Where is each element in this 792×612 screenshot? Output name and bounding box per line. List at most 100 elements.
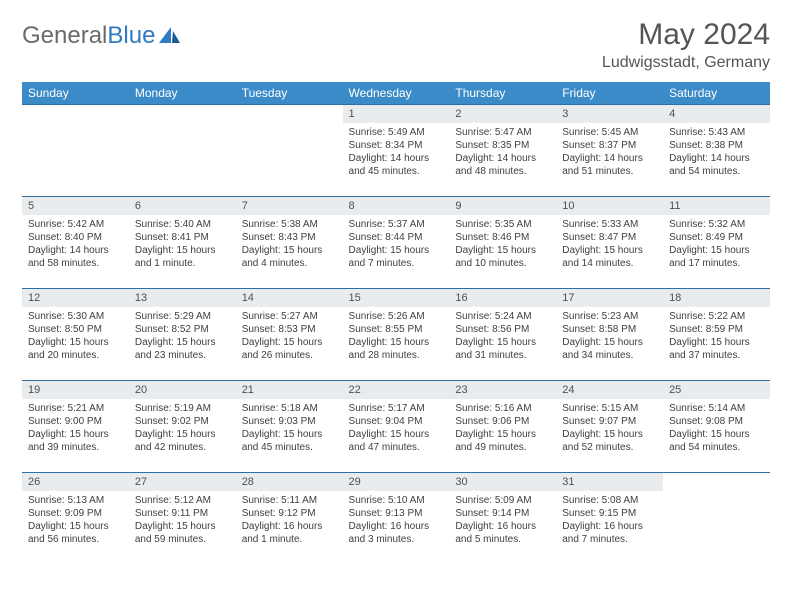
calendar-cell: 10 Sunrise: 5:33 AMSunset: 8:47 PMDayligh… [556,197,663,289]
daylight-line: Daylight: 14 hours and 54 minutes. [669,152,764,178]
calendar-cell: 19Sunrise: 5:21 AMSunset: 9:00 PMDayligh… [22,381,129,473]
sunset-line: Sunset: 8:58 PM [562,323,657,336]
sunrise-line: Sunrise: 5:33 AM [562,218,657,231]
sunset-line: Sunset: 8:37 PM [562,139,657,152]
daylight-line: Daylight: 15 hours and 20 minutes. [28,336,123,362]
sunset-line: Sunset: 8:38 PM [669,139,764,152]
sunrise-line: Sunrise: 5:42 AM [28,218,123,231]
calendar-cell: 13Sunrise: 5:29 AMSunset: 8:52 PMDayligh… [129,289,236,381]
calendar-cell: 17 Sunrise: 5:23 AMSunset: 8:58 PMDayligh… [556,289,663,381]
sunset-line: Sunset: 8:53 PM [242,323,337,336]
day-body: Sunrise: 5:49 AMSunset: 8:34 PMDaylight:… [343,123,450,181]
day-number: 14 [236,289,343,307]
sunset-line: Sunset: 9:13 PM [349,507,444,520]
sunrise-line: Sunrise: 5:43 AM [669,126,764,139]
daylight-line: Daylight: 15 hours and 37 minutes. [669,336,764,362]
daylight-line: Daylight: 15 hours and 17 minutes. [669,244,764,270]
title-block: May 2024 Ludwigsstadt, Germany [602,18,770,72]
calendar-cell: 9Sunrise: 5:35 AMSunset: 8:46 PMDaylight… [449,197,556,289]
sunrise-line: Sunrise: 5:14 AM [669,402,764,415]
daylight-line: Daylight: 15 hours and 10 minutes. [455,244,550,270]
sunset-line: Sunset: 8:35 PM [455,139,550,152]
calendar-cell: 1Sunrise: 5:49 AMSunset: 8:34 PMDaylight… [343,105,450,197]
sunset-line: Sunset: 9:15 PM [562,507,657,520]
sunset-line: Sunset: 8:41 PM [135,231,230,244]
daylight-line: Daylight: 15 hours and 14 minutes. [562,244,657,270]
calendar-cell: 30Sunrise: 5:09 AMSunset: 9:14 PMDayligh… [449,473,556,565]
weekday-header: Sunday [22,82,129,105]
sunset-line: Sunset: 8:47 PM [562,231,657,244]
day-number: 24 [556,381,663,399]
day-body: Sunrise: 5:16 AMSunset: 9:06 PMDaylight:… [449,399,556,457]
sunset-line: Sunset: 9:07 PM [562,415,657,428]
calendar-body: ...1Sunrise: 5:49 AMSunset: 8:34 PMDayli… [22,105,770,565]
sunset-line: Sunset: 8:56 PM [455,323,550,336]
calendar-cell: 31Sunrise: 5:08 AMSunset: 9:15 PMDayligh… [556,473,663,565]
day-number: 5 [22,197,129,215]
daylight-line: Daylight: 15 hours and 4 minutes. [242,244,337,270]
sunrise-line: Sunrise: 5:40 AM [135,218,230,231]
day-number: 26 [22,473,129,491]
day-number: 23 [449,381,556,399]
day-body: Sunrise: 5:13 AMSunset: 9:09 PMDaylight:… [22,491,129,549]
day-body: Sunrise: 5:14 AMSunset: 9:08 PMDaylight:… [663,399,770,457]
calendar-cell: 7Sunrise: 5:38 AMSunset: 8:43 PMDaylight… [236,197,343,289]
day-number: 22 [343,381,450,399]
daylight-line: Daylight: 15 hours and 49 minutes. [455,428,550,454]
sunset-line: Sunset: 9:03 PM [242,415,337,428]
calendar-cell: 21Sunrise: 5:18 AMSunset: 9:03 PMDayligh… [236,381,343,473]
daylight-line: Daylight: 15 hours and 1 minute. [135,244,230,270]
day-body: Sunrise: 5:43 AMSunset: 8:38 PMDaylight:… [663,123,770,181]
sunrise-line: Sunrise: 5:18 AM [242,402,337,415]
day-number: 16 [449,289,556,307]
day-number: 1 [343,105,450,123]
logo-part2: Blue [107,22,155,49]
day-number: 28 [236,473,343,491]
daylight-line: Daylight: 14 hours and 48 minutes. [455,152,550,178]
location: Ludwigsstadt, Germany [602,54,770,72]
calendar-cell: 4Sunrise: 5:43 AMSunset: 8:38 PMDaylight… [663,105,770,197]
day-body: Sunrise: 5:26 AMSunset: 8:55 PMDaylight:… [343,307,450,365]
sunrise-line: Sunrise: 5:32 AM [669,218,764,231]
day-body: Sunrise: 5:21 AMSunset: 9:00 PMDaylight:… [22,399,129,457]
calendar-cell: 26Sunrise: 5:13 AMSunset: 9:09 PMDayligh… [22,473,129,565]
day-number: 3 [556,105,663,123]
day-body: Sunrise: 5:30 AMSunset: 8:50 PMDaylight:… [22,307,129,365]
sunset-line: Sunset: 9:04 PM [349,415,444,428]
daylight-line: Daylight: 15 hours and 34 minutes. [562,336,657,362]
day-number: 13 [129,289,236,307]
day-body: Sunrise: 5:29 AMSunset: 8:52 PMDaylight:… [129,307,236,365]
calendar-cell: . [22,105,129,197]
sunrise-line: Sunrise: 5:10 AM [349,494,444,507]
day-body: Sunrise: 5:32 AMSunset: 8:49 PMDaylight:… [663,215,770,273]
daylight-line: Daylight: 15 hours and 42 minutes. [135,428,230,454]
sunrise-line: Sunrise: 5:09 AM [455,494,550,507]
calendar-cell: 15Sunrise: 5:26 AMSunset: 8:55 PMDayligh… [343,289,450,381]
sunrise-line: Sunrise: 5:23 AM [562,310,657,323]
weekday-header: Monday [129,82,236,105]
daylight-line: Daylight: 15 hours and 47 minutes. [349,428,444,454]
day-number: 30 [449,473,556,491]
sunset-line: Sunset: 9:12 PM [242,507,337,520]
day-number: 27 [129,473,236,491]
sunrise-line: Sunrise: 5:35 AM [455,218,550,231]
calendar-cell: 12Sunrise: 5:30 AMSunset: 8:50 PMDayligh… [22,289,129,381]
day-body: Sunrise: 5:17 AMSunset: 9:04 PMDaylight:… [343,399,450,457]
day-body: Sunrise: 5:15 AMSunset: 9:07 PMDaylight:… [556,399,663,457]
logo-text: GeneralBlue [22,22,155,50]
sunset-line: Sunset: 9:02 PM [135,415,230,428]
calendar-cell: 14Sunrise: 5:27 AMSunset: 8:53 PMDayligh… [236,289,343,381]
sunrise-line: Sunrise: 5:38 AM [242,218,337,231]
sunset-line: Sunset: 8:43 PM [242,231,337,244]
day-number: 10 [556,197,663,215]
month-title: May 2024 [602,18,770,52]
day-number: 2 [449,105,556,123]
weekday-header: Tuesday [236,82,343,105]
daylight-line: Daylight: 15 hours and 54 minutes. [669,428,764,454]
day-number: 17 [556,289,663,307]
day-number: 12 [22,289,129,307]
day-number: 8 [343,197,450,215]
day-body: Sunrise: 5:45 AMSunset: 8:37 PMDaylight:… [556,123,663,181]
day-body: Sunrise: 5:42 AMSunset: 8:40 PMDaylight:… [22,215,129,273]
day-number: 29 [343,473,450,491]
